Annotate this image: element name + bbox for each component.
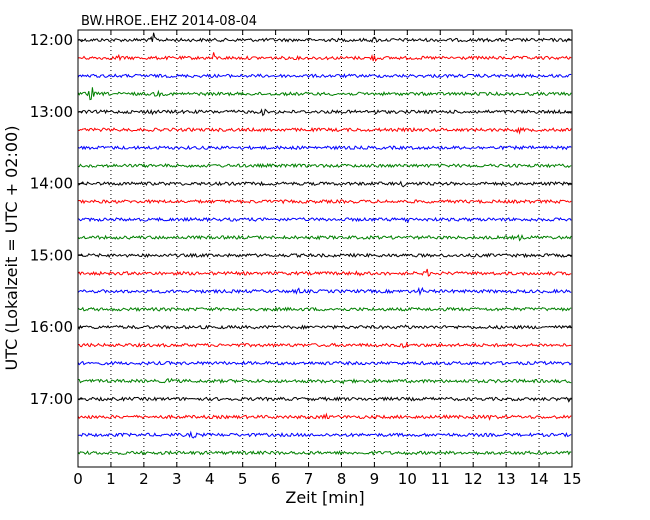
x-tick-label: 14 [530,470,549,488]
y-tick-label: 12:00 [30,31,73,49]
x-tick-label: 4 [205,470,215,488]
trace-1515 [77,268,572,277]
plot-frame [77,29,573,468]
x-axis-label: Zeit [min] [285,488,364,507]
trace-1230 [77,73,572,79]
y-tick-label: 14:00 [30,175,73,193]
x-tick-label: 1 [106,470,116,488]
trace-1615 [77,341,572,349]
trace-1245 [77,87,572,101]
trace-1530 [77,286,572,296]
trace-1215 [77,52,572,62]
trace-1330 [77,145,572,151]
trace-1415 [77,198,572,205]
trace-layer [77,32,572,456]
x-tick-label: 15 [562,470,581,488]
x-tick-label: 5 [238,470,248,488]
x-tick-label: 11 [431,470,450,488]
x-tick-label: 2 [139,470,149,488]
x-tick-label: 6 [271,470,281,488]
y-axis-label: UTC (Lokalzeit = UTC + 02:00) [2,126,21,371]
x-axis-ticks: 0 1 2 3 4 5 6 7 8 9 10 11 12 13 14 15 [73,30,582,488]
trace-1630 [77,360,572,366]
trace-1445 [77,234,572,242]
trace-1715 [77,412,572,421]
y-axis-ticks: 12:00 13:00 14:00 15:00 16:00 17:00 [30,31,572,408]
trace-1200 [77,32,572,43]
x-tick-label: 10 [398,470,417,488]
trace-1545 [77,306,572,312]
trace-1730 [77,430,572,439]
x-tick-label: 8 [337,470,347,488]
trace-1400 [77,180,572,188]
chart-title: BW.HROE..EHZ 2014-08-04 [81,14,257,29]
trace-1500 [77,252,572,259]
x-tick-label: 9 [370,470,380,488]
x-tick-label: 7 [304,470,314,488]
trace-1645 [77,377,572,385]
trace-1430 [77,216,572,224]
trace-1300 [77,108,572,117]
x-tick-label: 13 [497,470,516,488]
grid-lines [110,30,540,467]
trace-1745 [77,450,572,456]
trace-1700 [77,396,572,403]
x-tick-label: 3 [172,470,182,488]
trace-1600 [77,324,572,331]
y-tick-label: 13:00 [30,103,73,121]
y-tick-label: 17:00 [30,390,73,408]
y-tick-label: 16:00 [30,318,73,336]
x-tick-label: 12 [464,470,483,488]
y-tick-label: 15:00 [30,246,73,264]
trace-1345 [77,162,572,169]
x-tick-label: 0 [73,470,83,488]
trace-1315 [77,126,572,135]
